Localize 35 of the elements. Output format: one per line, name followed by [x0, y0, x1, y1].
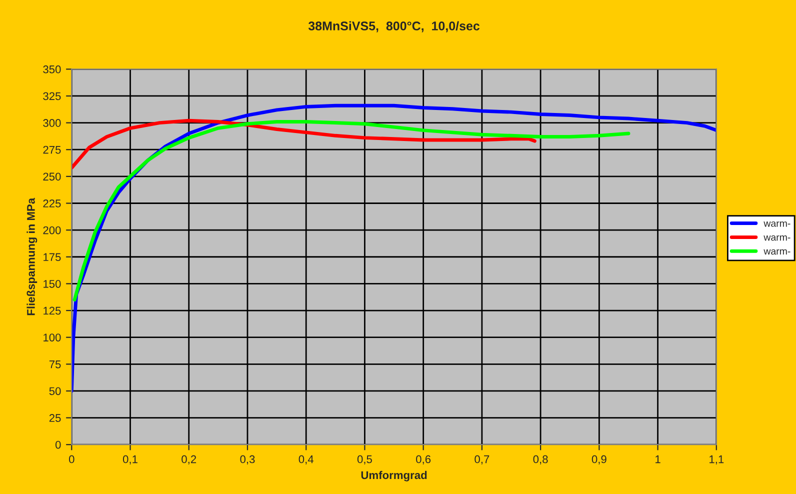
y-tick-label: 0	[55, 440, 61, 449]
chart-title: 38MnSiVS5, 800°C, 10,0/sec	[308, 21, 480, 32]
x-tick-label: 0,5	[357, 455, 372, 464]
legend-label: warm-	[764, 235, 790, 241]
x-tick-label: 1	[656, 455, 660, 464]
x-tick-label: 0,2	[182, 455, 196, 464]
x-tick-label: 1,1	[710, 455, 724, 464]
y-tick-label: 175	[44, 253, 61, 262]
y-axis-title: Fließspannung in MPa	[26, 198, 38, 316]
x-tick-label: 0	[68, 455, 74, 464]
legend-label: warm-	[764, 221, 790, 227]
y-tick-label: 200	[43, 226, 61, 234]
x-tick-label: 0,4	[298, 455, 314, 464]
x-tick-label: 0,7	[474, 455, 490, 464]
x-tick-label: 0,9	[592, 455, 606, 464]
y-tick-label: 150	[44, 280, 61, 288]
y-tick-label: 25	[49, 414, 61, 422]
y-tick-label: 250	[43, 172, 61, 181]
y-tick-label: 325	[43, 92, 61, 100]
y-tick-label: 75	[49, 360, 61, 368]
x-tick-label: 0,8	[533, 455, 548, 464]
y-tick-label: 275	[43, 146, 61, 154]
x-tick-label: 0,6	[416, 455, 431, 464]
legend-label: warm-	[764, 249, 790, 255]
x-tick-label: 0,3	[240, 455, 255, 464]
y-tick-label: 100	[44, 334, 61, 342]
line-series	[72, 120, 630, 302]
x-axis-title: Umformgrad	[361, 470, 427, 482]
y-tick-label: 350	[43, 65, 61, 74]
y-tick-label: 300	[43, 119, 61, 127]
x-tick-label: 0,1	[122, 455, 138, 464]
line-series	[72, 118, 536, 170]
y-tick-label: 50	[49, 387, 61, 396]
y-tick-label: 225	[43, 200, 61, 208]
y-tick-label: 125	[44, 306, 61, 315]
